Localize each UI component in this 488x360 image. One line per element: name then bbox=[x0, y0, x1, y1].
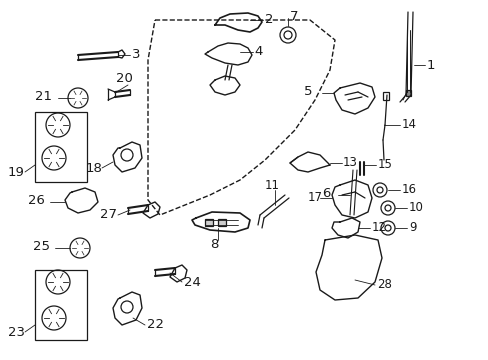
Text: 5: 5 bbox=[304, 85, 312, 98]
Text: 1: 1 bbox=[426, 59, 435, 72]
Bar bbox=[204, 219, 213, 226]
Text: 6: 6 bbox=[321, 186, 330, 199]
Text: 8: 8 bbox=[209, 238, 218, 251]
Text: 12: 12 bbox=[371, 220, 386, 234]
Text: 2: 2 bbox=[264, 13, 273, 26]
Bar bbox=[405, 90, 410, 96]
Text: 19: 19 bbox=[8, 166, 25, 179]
Text: 10: 10 bbox=[408, 201, 423, 213]
Text: 14: 14 bbox=[401, 117, 416, 131]
Text: 25: 25 bbox=[33, 239, 50, 252]
Text: 18: 18 bbox=[86, 162, 102, 175]
Text: 9: 9 bbox=[408, 220, 416, 234]
Text: 13: 13 bbox=[342, 156, 357, 168]
Text: 27: 27 bbox=[100, 207, 117, 220]
Text: 23: 23 bbox=[8, 327, 25, 339]
Text: 28: 28 bbox=[376, 279, 391, 292]
Text: 4: 4 bbox=[253, 45, 262, 58]
Text: 20: 20 bbox=[116, 72, 133, 85]
Text: 11: 11 bbox=[264, 179, 280, 192]
Text: 24: 24 bbox=[183, 276, 201, 289]
Text: 3: 3 bbox=[132, 48, 140, 60]
Text: 21: 21 bbox=[35, 90, 52, 103]
Text: 16: 16 bbox=[401, 183, 416, 195]
Bar bbox=[35, 270, 87, 340]
Text: 7: 7 bbox=[289, 9, 298, 23]
Text: 17: 17 bbox=[307, 190, 323, 203]
Text: 15: 15 bbox=[377, 158, 392, 171]
Bar bbox=[35, 112, 87, 182]
Bar bbox=[382, 92, 388, 100]
Text: 22: 22 bbox=[147, 319, 163, 332]
Text: 26: 26 bbox=[28, 194, 45, 207]
Bar bbox=[218, 219, 225, 226]
